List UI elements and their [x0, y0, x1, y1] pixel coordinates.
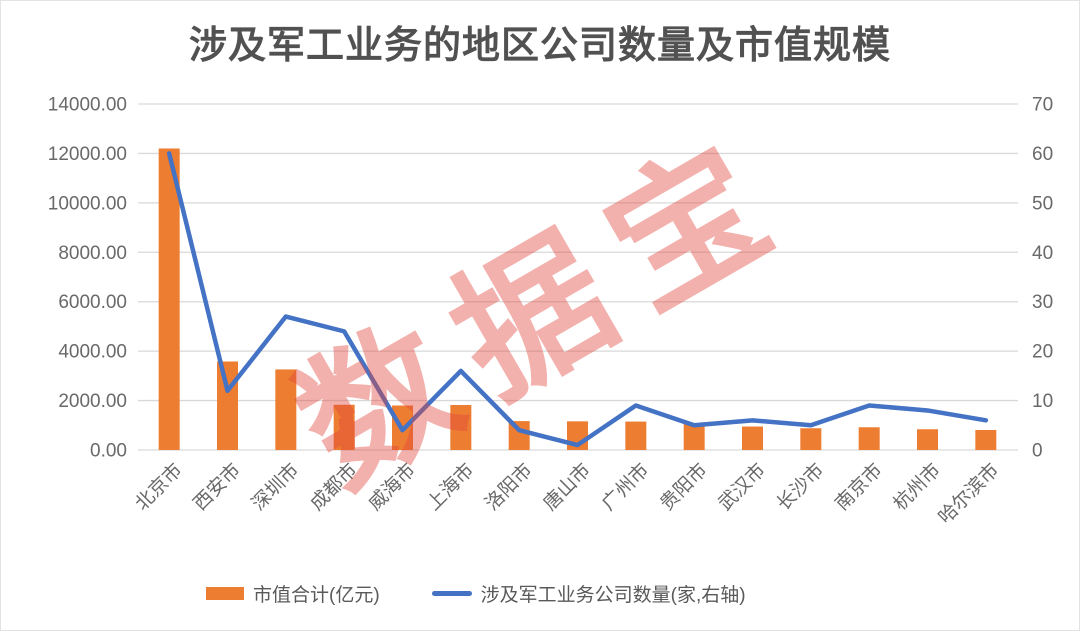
- bar-北京市: [158, 148, 180, 450]
- legend-bar-swatch-icon: [206, 587, 244, 600]
- bar-杭州市: [917, 429, 938, 450]
- left-axis-tick: 6000.00: [58, 292, 127, 313]
- x-tick-西安市: 西安市: [189, 459, 245, 515]
- bar-深圳市: [275, 369, 297, 450]
- legend-label-market-cap: 市值合计(亿元): [253, 585, 380, 606]
- x-tick-武汉市: 武汉市: [714, 459, 770, 515]
- line-company-count: [166, 151, 989, 448]
- x-tick-上海市: 上海市: [422, 459, 478, 515]
- bar-哈尔滨市: [975, 429, 997, 450]
- chart-title: 涉及军工业务的地区公司数量及市值规模: [188, 25, 891, 67]
- legend-item-company-count: 涉及军工业务公司数量(家,右轴): [431, 580, 746, 607]
- left-axis-tick: 2000.00: [58, 391, 127, 412]
- legend-label-company-count: 涉及军工业务公司数量(家,右轴): [480, 585, 746, 606]
- x-tick-成都市: 成都市: [306, 459, 362, 515]
- x-tick-北京市: 北京市: [131, 459, 187, 515]
- x-tick-贵阳市: 贵阳市: [656, 459, 712, 515]
- right-axis-tick: 50: [1032, 193, 1053, 214]
- right-axis-tick: 70: [1032, 95, 1053, 116]
- bar-长沙市: [800, 428, 822, 450]
- bar-成都市: [333, 404, 355, 450]
- x-tick-唐山市: 唐山市: [539, 459, 595, 515]
- legend-line-swatch-icon: [431, 591, 472, 596]
- bar-广州市: [625, 421, 647, 450]
- bar-西安市: [217, 361, 238, 450]
- left-axis-tick: 0.00: [90, 441, 127, 462]
- x-tick-南京市: 南京市: [831, 459, 887, 515]
- left-axis-tick: 10000.00: [48, 193, 127, 214]
- left-axis-tick: 14000.00: [48, 95, 127, 116]
- x-tick-哈尔滨市: 哈尔滨市: [934, 459, 1003, 528]
- bar-贵阳市: [683, 423, 705, 450]
- left-axis-tick: 4000.00: [58, 342, 127, 363]
- bar-南京市: [858, 427, 880, 450]
- right-axis-tick: 20: [1032, 342, 1053, 363]
- x-tick-长沙市: 长沙市: [772, 459, 828, 515]
- x-tick-洛阳市: 洛阳市: [481, 459, 537, 515]
- right-axis-tick: 10: [1032, 391, 1053, 412]
- legend-item-market-cap: 市值合计(亿元): [206, 580, 380, 607]
- bar-上海市: [450, 405, 472, 450]
- right-axis-tick: 0: [1032, 441, 1043, 462]
- right-axis-tick: 60: [1032, 144, 1053, 165]
- legend: 市值合计(亿元) 涉及军工业务公司数量(家,右轴): [206, 580, 746, 607]
- right-axis-tick: 30: [1032, 292, 1053, 313]
- bar-武汉市: [742, 426, 763, 450]
- bar-洛阳市: [508, 421, 530, 450]
- x-tick-杭州市: 杭州市: [889, 459, 945, 515]
- right-axis-tick: 40: [1032, 243, 1053, 264]
- left-axis-tick: 12000.00: [48, 144, 127, 165]
- x-tick-广州市: 广州市: [597, 459, 653, 515]
- x-tick-威海市: 威海市: [364, 459, 420, 515]
- left-axis-tick: 8000.00: [58, 243, 127, 264]
- x-tick-深圳市: 深圳市: [247, 459, 303, 515]
